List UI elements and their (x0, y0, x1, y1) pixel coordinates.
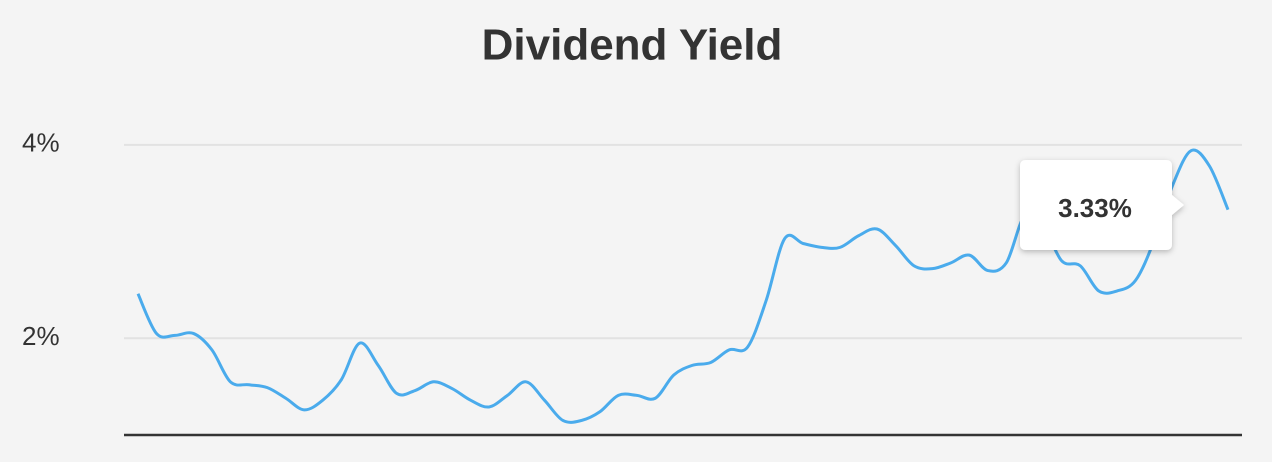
y-tick-label: 2% (22, 321, 60, 351)
y-tick-label: 4% (22, 128, 60, 158)
tooltip-box (1020, 160, 1184, 250)
tooltip: 3.33% (1020, 160, 1184, 250)
tooltip-label: 3.33% (1058, 193, 1132, 223)
chart-title: Dividend Yield (482, 21, 783, 70)
